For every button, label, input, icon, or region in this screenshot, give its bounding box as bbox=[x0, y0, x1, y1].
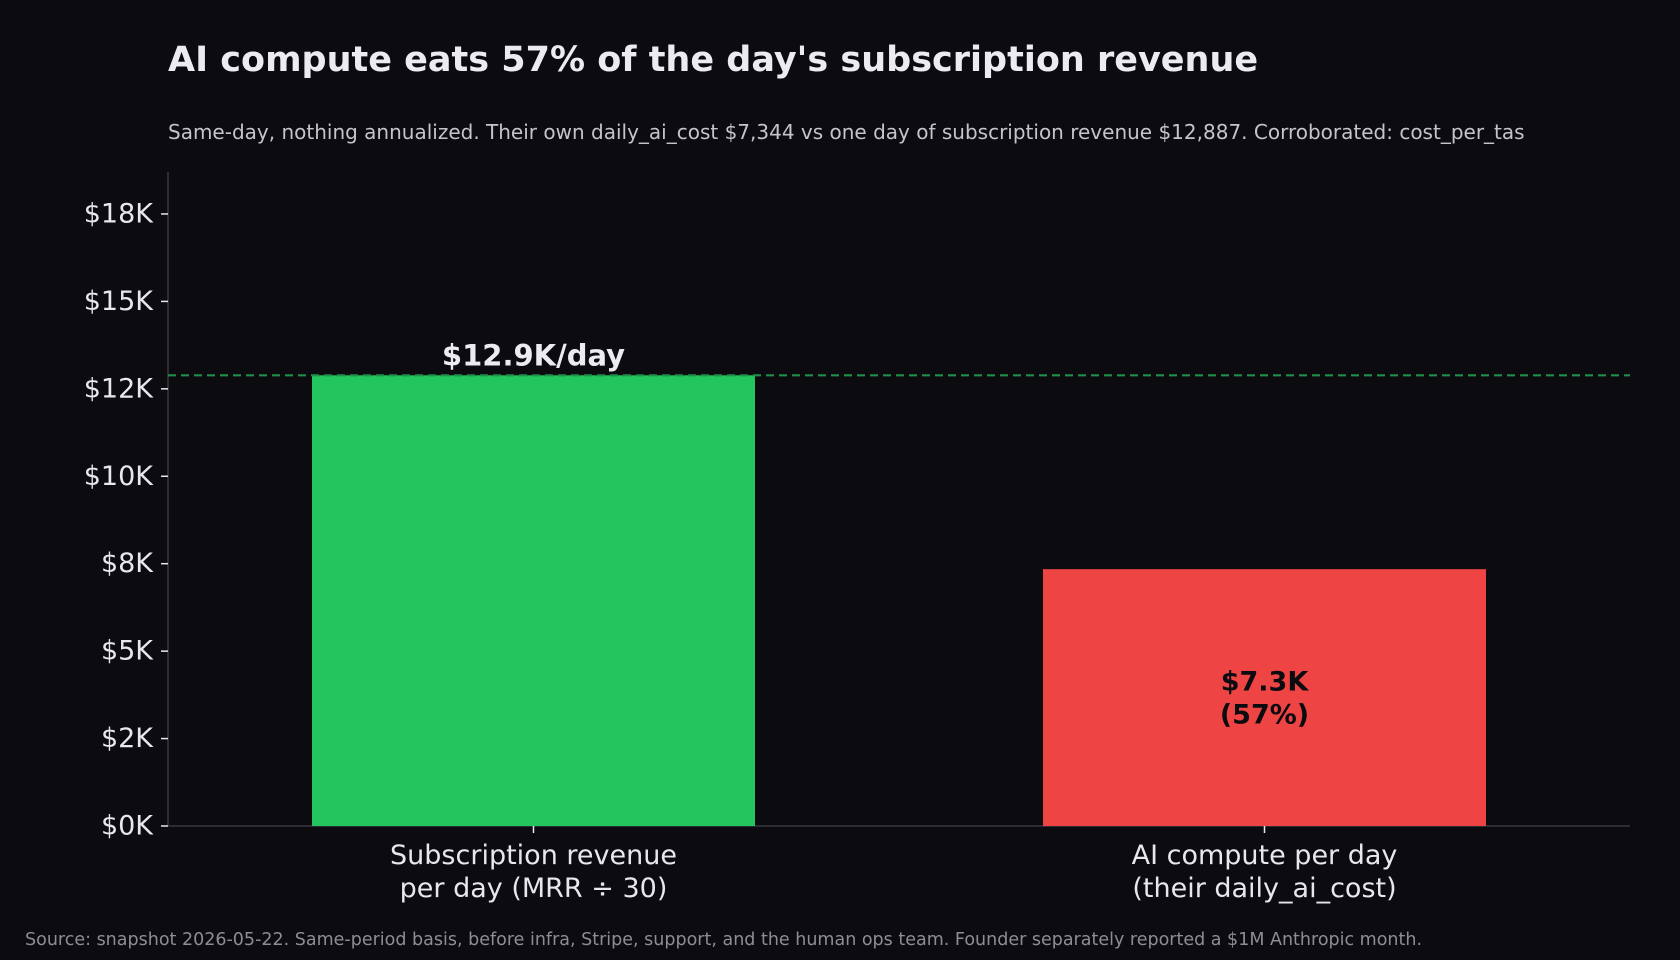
y-tick-label: $2K bbox=[101, 723, 154, 754]
bar-2 bbox=[1043, 569, 1486, 826]
y-tick-label: $5K bbox=[101, 636, 154, 667]
data-label-revenue: $12.9K/day bbox=[442, 338, 625, 372]
data-label-ai-cost: $7.3K (57%) bbox=[1220, 667, 1309, 731]
x-tick-label: Subscription revenue per day (MRR ÷ 30) bbox=[390, 840, 677, 904]
chart-subtitle: Same-day, nothing annualized. Their own … bbox=[168, 120, 1525, 144]
y-tick-label: $8K bbox=[101, 548, 154, 579]
y-tick-label: $10K bbox=[84, 461, 155, 492]
chart-source-note: Source: snapshot 2026-05-22. Same-period… bbox=[25, 930, 1423, 950]
chart-title: AI compute eats 57% of the day's subscri… bbox=[168, 40, 1259, 80]
y-tick-label: $12K bbox=[84, 373, 155, 404]
y-tick-label: $15K bbox=[84, 286, 155, 317]
y-tick-label: $18K bbox=[84, 198, 155, 229]
x-tick-label: AI compute per day (their daily_ai_cost) bbox=[1132, 840, 1398, 904]
bar-1 bbox=[312, 375, 755, 826]
y-tick-label: $0K bbox=[101, 811, 154, 842]
